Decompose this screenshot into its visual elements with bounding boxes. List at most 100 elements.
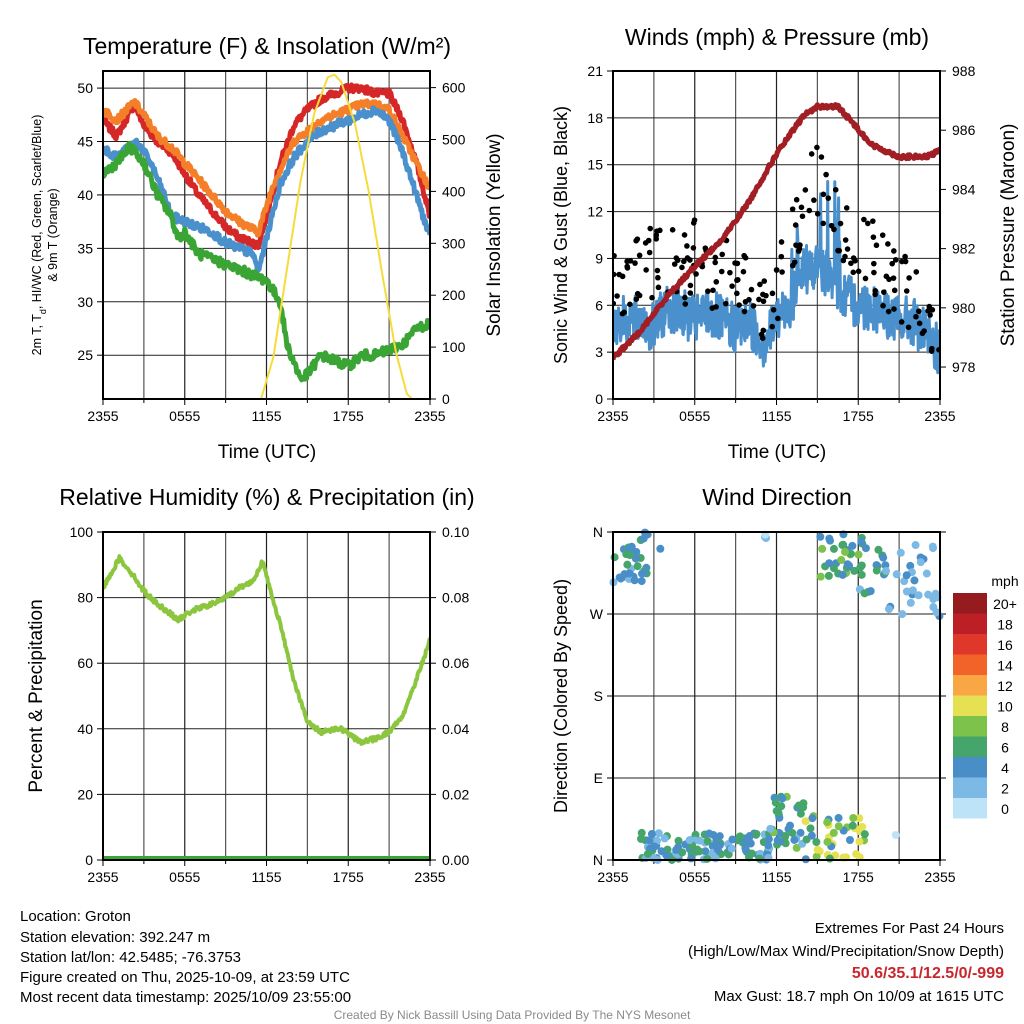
y-tick-label: 25 [77, 347, 93, 363]
wind-ylabel: Sonic Wind & Gust (Blue, Black) [551, 106, 571, 364]
wind-direction-point [916, 558, 925, 567]
wind-direction-point [812, 838, 821, 847]
wind-direction-point [857, 570, 866, 579]
gust-point [855, 268, 862, 275]
gust-point [929, 307, 936, 313]
x-tick-label: 2355 [414, 408, 445, 424]
wind-direction-point [639, 534, 648, 543]
colorbar-swatch [953, 654, 987, 675]
y-right-tick-label: 0.08 [442, 590, 469, 606]
gust-point [852, 258, 858, 264]
series-line-solar-insolation [103, 73, 430, 399]
wind-direction-point [826, 536, 835, 545]
colorbar-label: 18 [997, 617, 1013, 633]
wind-direction-point [755, 854, 764, 863]
gust-point [871, 269, 877, 276]
gust-point [633, 237, 639, 244]
colorbar-swatch [953, 675, 987, 696]
y-tick-label: 12 [587, 204, 603, 220]
gust-point [899, 258, 905, 265]
x-tick-label: 2355 [597, 408, 628, 424]
wind-direction-point [705, 829, 714, 838]
wind-direction-point [766, 824, 775, 833]
gust-point [865, 220, 871, 227]
dir-ylabel: Direction (Colored By Speed) [551, 579, 571, 813]
colorbar-label: 10 [997, 699, 1013, 715]
wind-direction-point [860, 589, 869, 598]
y-tick-label: 45 [77, 134, 93, 150]
x-tick-label: 1155 [761, 408, 791, 424]
wind-direction-point [801, 817, 810, 826]
wind-direction-point [874, 545, 883, 554]
y-tick-label: 0 [85, 852, 93, 868]
gust-point [760, 298, 767, 305]
gust-point [756, 296, 762, 303]
gust-point [835, 247, 841, 254]
x-tick-label: 1755 [333, 408, 364, 424]
wind-direction-point [660, 834, 669, 843]
wind-direction-point [922, 569, 931, 578]
gust-point [712, 259, 718, 266]
location-text: Location: Groton [20, 908, 131, 925]
wind-direction-point [929, 595, 938, 604]
gust-point [870, 234, 877, 240]
colorbar-label: 6 [1001, 740, 1009, 756]
gust-point [792, 222, 799, 228]
gust-point [915, 308, 922, 315]
gust-point [679, 264, 685, 271]
wind-direction-point [643, 849, 652, 858]
gust-point [624, 263, 630, 270]
gust-point [627, 301, 633, 308]
wind-direction-point [818, 544, 827, 553]
gust-point [818, 154, 825, 160]
gust-point [927, 312, 933, 318]
wind-direction-point [829, 564, 838, 573]
wind-direction-point [654, 829, 663, 838]
temp-xlabel: Time (UTC) [218, 442, 317, 463]
wind-direction-point [740, 837, 749, 846]
gust-point [806, 207, 813, 214]
colorbar-swatch [953, 798, 987, 819]
wind-direction-point [816, 532, 825, 541]
gust-point [779, 269, 785, 275]
wind-direction-point [914, 591, 923, 600]
wind-direction-point [678, 848, 687, 857]
wind-direction-point [837, 555, 846, 564]
gust-point [616, 271, 622, 278]
colorbar-swatch [953, 593, 987, 614]
gust-point [653, 232, 660, 239]
wind-direction-point [772, 806, 781, 815]
gust-point [811, 197, 817, 203]
gust-point [681, 258, 687, 265]
y-tick-label: 50 [77, 80, 93, 96]
wind-direction-point [845, 835, 854, 844]
x-tick-label: 1155 [761, 869, 791, 885]
y-tick-label: N [593, 852, 603, 868]
gust-point [919, 330, 926, 337]
wind-direction-point [685, 836, 694, 845]
wind-direction-point [857, 537, 866, 546]
y-tick-label: 21 [587, 63, 603, 79]
wind-direction-point [796, 809, 805, 818]
wind-direction-point [823, 837, 832, 846]
wind-direction-point [928, 542, 937, 551]
gust-point [903, 288, 910, 294]
x-tick-label: 2355 [924, 869, 955, 885]
wind-direction-point [792, 843, 801, 852]
y-tick-label: 100 [70, 524, 94, 540]
gust-point [719, 251, 726, 258]
colorbar-label: 12 [997, 678, 1013, 694]
wind-direction-point [825, 854, 834, 863]
wind-direction-point [829, 544, 838, 553]
temp-ylabel-right: Solar Insolation (Yellow) [484, 133, 505, 336]
y-right-tick-label: 200 [442, 287, 466, 303]
y-tick-label: 3 [595, 344, 603, 360]
wind-direction-point [687, 854, 696, 863]
gust-point [916, 320, 923, 327]
gust-point [769, 290, 776, 297]
series-line-relative-humidity [103, 554, 430, 746]
gust-point [632, 260, 638, 266]
gust-point [722, 300, 729, 307]
wind-direction-point [843, 560, 852, 569]
wind-direction-point [891, 831, 900, 840]
